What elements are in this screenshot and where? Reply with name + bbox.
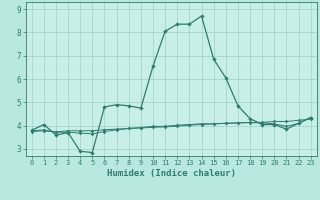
- X-axis label: Humidex (Indice chaleur): Humidex (Indice chaleur): [107, 169, 236, 178]
